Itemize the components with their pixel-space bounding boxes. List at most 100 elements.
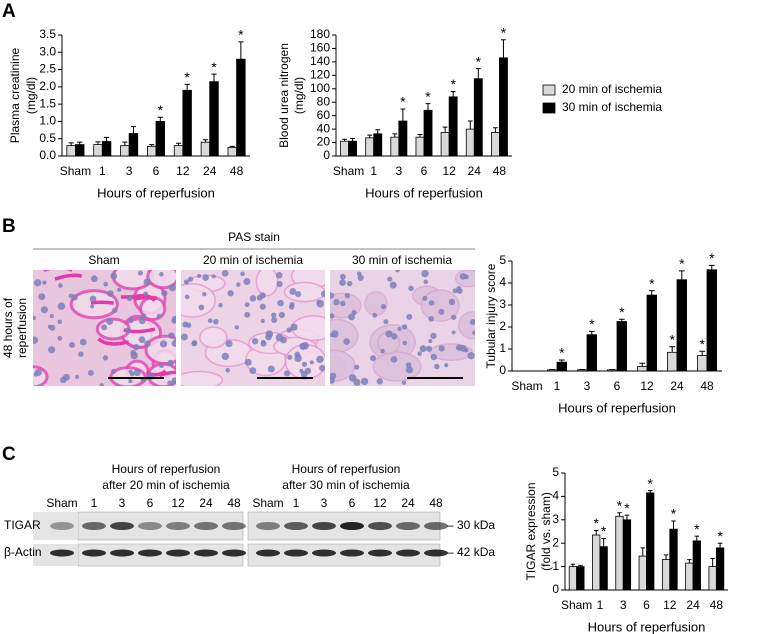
error-bar xyxy=(588,330,595,335)
x-tick-label: 3 xyxy=(620,598,627,612)
bar xyxy=(128,133,139,157)
error-bar xyxy=(350,138,356,142)
band xyxy=(396,522,420,530)
band xyxy=(368,522,392,530)
error-bar xyxy=(678,270,685,280)
error-bar xyxy=(400,108,406,122)
lane-label: 48 xyxy=(429,496,443,510)
significance-label: * xyxy=(717,528,723,544)
significance-label: * xyxy=(619,304,625,320)
nucleus xyxy=(451,330,456,335)
nucleus xyxy=(356,271,362,277)
tubule xyxy=(199,326,228,349)
y-tick-label: 1 xyxy=(552,559,559,573)
nucleus xyxy=(243,278,251,286)
nucleus xyxy=(106,317,114,325)
error-bar xyxy=(392,133,398,138)
nucleus xyxy=(357,274,364,281)
y-axis-label: TIGAR expression xyxy=(524,482,538,580)
bar xyxy=(75,144,85,157)
nucleus xyxy=(71,294,78,301)
y-axis-label: (mg/dl) xyxy=(292,77,306,114)
nucleus xyxy=(259,303,266,310)
nucleus xyxy=(48,346,56,354)
nucleus xyxy=(244,311,251,318)
nucleus xyxy=(159,272,164,277)
nucleus xyxy=(58,283,63,288)
y-tick-label: 2 xyxy=(552,535,559,549)
x-tick-label: 48 xyxy=(700,379,714,393)
nucleus xyxy=(49,314,54,319)
nucleus xyxy=(158,362,165,368)
nucleus xyxy=(99,383,104,386)
bar xyxy=(93,144,103,157)
nucleus xyxy=(183,279,189,285)
nucleus xyxy=(90,275,98,283)
brush-border xyxy=(159,370,176,377)
nucleus xyxy=(401,324,408,330)
nucleus xyxy=(346,280,353,287)
y-tick-label: 5 xyxy=(552,465,559,479)
nucleus xyxy=(191,340,197,347)
nucleus xyxy=(249,295,257,302)
nucleus xyxy=(423,279,429,285)
nucleus xyxy=(171,377,176,385)
nucleus xyxy=(133,344,140,351)
bar xyxy=(706,269,718,372)
nucleus xyxy=(276,280,283,288)
lane-label: 6 xyxy=(349,496,356,510)
y-axis-label: (fold vs. sham) xyxy=(539,492,553,571)
nucleus xyxy=(275,272,283,279)
nucleus xyxy=(221,270,229,277)
x-tick-label: 1 xyxy=(99,164,106,178)
x-tick-label: 3 xyxy=(396,164,403,178)
legend-swatch xyxy=(542,102,556,114)
nucleus xyxy=(301,361,308,367)
nucleus xyxy=(138,317,146,325)
nucleus xyxy=(225,339,233,348)
y-axis-label: Plasma creatinine xyxy=(8,47,22,143)
nucleus xyxy=(300,370,308,378)
tubule xyxy=(181,282,216,318)
x-tick-label: 12 xyxy=(442,164,456,178)
x-tick-label: 48 xyxy=(230,164,244,178)
band xyxy=(82,549,106,557)
brush-border xyxy=(97,337,130,346)
bar xyxy=(182,89,192,157)
significance-label: * xyxy=(450,76,456,92)
error-bar xyxy=(601,538,606,547)
error-bar xyxy=(442,126,448,133)
nucleus xyxy=(422,295,428,301)
x-tick-label: 1 xyxy=(597,598,604,612)
bar xyxy=(646,492,655,591)
band xyxy=(222,522,246,530)
lane-label: 24 xyxy=(401,496,415,510)
nucleus xyxy=(101,324,108,331)
band xyxy=(424,522,448,530)
nucleus xyxy=(390,356,398,363)
nucleus xyxy=(319,364,325,372)
nucleus xyxy=(202,274,209,281)
significance-label: * xyxy=(425,88,431,104)
nucleus xyxy=(463,274,469,280)
nucleus xyxy=(221,352,230,361)
nucleus xyxy=(372,312,378,318)
bar xyxy=(568,566,578,591)
y-tick-label: 80 xyxy=(317,94,331,108)
nucleus xyxy=(316,299,325,308)
tubule xyxy=(457,311,475,340)
band xyxy=(368,549,392,557)
nucleus xyxy=(275,333,284,342)
nucleus xyxy=(159,340,168,348)
error-bar xyxy=(663,554,669,560)
nucleus xyxy=(406,313,413,320)
nucleus xyxy=(287,355,293,360)
nucleus xyxy=(171,317,176,324)
nucleus xyxy=(103,281,109,287)
bar xyxy=(173,145,184,157)
nucleus xyxy=(405,366,414,374)
nucleus xyxy=(138,336,146,344)
lane-label: 3 xyxy=(321,496,328,510)
